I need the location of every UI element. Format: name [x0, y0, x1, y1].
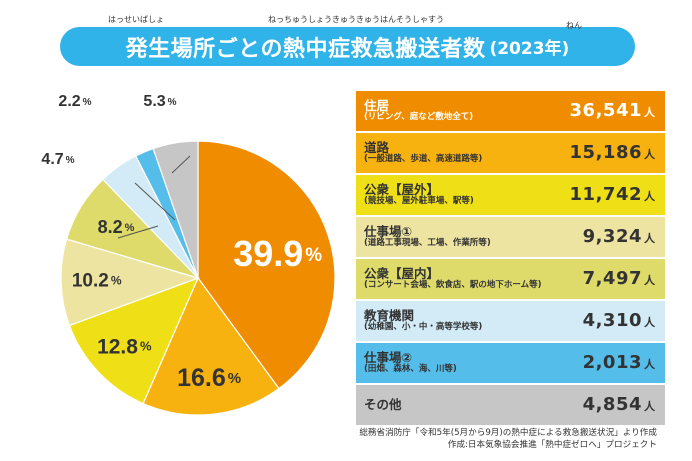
row-unit: 人 [644, 316, 655, 330]
row-name: 道路 [364, 139, 390, 155]
row-value: 2,013 [582, 352, 642, 374]
pie-slice [197, 140, 336, 390]
row-subtitle: (競技場、屋外駐車場、駅等) [364, 196, 474, 207]
row-subtitle: (幼稚園、小・中・高等学校等) [364, 322, 483, 333]
source-line-1: 総務省消防庁「令和5年(5月から9月)の熱中症による救急搬送状況」より作成 [359, 428, 657, 438]
row-label-group: 公衆【屋外】 (競技場、屋外駐車場、駅等) [364, 181, 474, 207]
row-unit: 人 [644, 400, 655, 414]
row-unit: 人 [644, 106, 655, 120]
pie-data-label: 39.9% [233, 232, 322, 273]
row-label-group: その他 [364, 396, 402, 412]
source-note: 総務省消防庁「令和5年(5月から9月)の熱中症による救急搬送状況」より作成 作成… [359, 427, 657, 452]
row-subtitle: (田畑、森林、海、川等) [364, 364, 457, 375]
leader-line [134, 182, 176, 221]
row-value: 4,854 [582, 394, 642, 416]
row-value: 36,541 [569, 100, 642, 122]
table-row: 住居 (リビング、庭など敷地全て) 36,541 人 [356, 91, 665, 131]
pie-data-label: 10.2% [72, 270, 122, 291]
row-value: 11,742 [569, 184, 642, 206]
table-row: 教育機関 (幼稚園、小・中・高等学校等) 4,310 人 [356, 301, 665, 341]
row-value-group: 9,324 人 [583, 226, 655, 247]
row-label-group: 道路 (一般道路、歩道、高速道路等) [364, 139, 483, 165]
pie-slice [152, 140, 199, 279]
table-row: 道路 (一般道路、歩道、高速道路等) 15,186 人 [356, 133, 665, 173]
table-row: 仕事場② (田畑、森林、海、川等) 2,013 人 [356, 343, 665, 383]
row-subtitle: (コンサート会場、飲食店、駅の地下ホーム等) [364, 280, 542, 291]
pie-slice [142, 276, 280, 416]
table-row: 公衆【屋外】 (競技場、屋外駐車場、駅等) 11,742 人 [356, 175, 665, 215]
data-table: 住居 (リビング、庭など敷地全て) 36,541 人道路 (一般道路、歩道、高速道路等)… [356, 91, 665, 427]
row-name: 公衆【屋外】 [364, 181, 440, 197]
row-value: 4,310 [582, 310, 642, 332]
ruby-title-1: はっせいばしょ [108, 15, 164, 24]
source-line-2: 作成:日本気象協会推進「熱中症ゼロへ」プロジェクト [447, 440, 657, 451]
row-name: 仕事場② [364, 349, 413, 365]
table-row: 公衆【屋内】 (コンサート会場、飲食店、駅の地下ホーム等) 7,497 人 [356, 259, 665, 299]
row-name: 教育機関 [364, 307, 415, 323]
row-value: 15,186 [569, 142, 642, 164]
row-value: 9,324 [582, 226, 642, 248]
row-label-group: 仕事場① (道路工事現場、工場、作業所等) [364, 223, 491, 249]
pie-slice [60, 238, 200, 327]
row-unit: 人 [644, 358, 655, 372]
pie-slice [68, 276, 200, 405]
row-subtitle: (リビング、庭など敷地全て) [364, 112, 474, 123]
row-name: 仕事場① [364, 223, 413, 239]
row-name: その他 [364, 396, 402, 412]
page-title: 発生場所ごとの熱中症救急搬送者数 [125, 36, 486, 62]
ruby-title-2: ねっちゅうしょうきゅうきゅうはんそうしゃすう [268, 15, 444, 24]
row-value-group: 2,013 人 [583, 352, 655, 373]
pie-chart: 39.9 % 16.6 % 12.8 % 10.2 % 8.2 % 4.7 % 2.2% 5.3% [41, 93, 336, 416]
ruby-year: ねん [566, 21, 582, 30]
pie-data-label: 16.6% [177, 363, 241, 391]
row-label-group: 仕事場② (田畑、森林、海、川等) [364, 349, 457, 375]
row-name: 公衆【屋内】 [364, 265, 440, 281]
pie-data-label: 5.3% [143, 93, 176, 110]
row-value-group: 15,186 人 [570, 142, 655, 163]
row-value-group: 36,541 人 [570, 100, 655, 121]
pie-data-label: 8.2% [98, 217, 135, 237]
row-label-group: 住居 (リビング、庭など敷地全て) [364, 97, 474, 123]
row-value-group: 7,497 人 [583, 268, 655, 289]
leader-line [171, 155, 191, 174]
row-subtitle: (一般道路、歩道、高速道路等) [364, 154, 483, 165]
row-value-group: 4,854 人 [583, 394, 655, 415]
pie-data-label: 4.7% [41, 151, 74, 168]
row-label-group: 教育機関 (幼稚園、小・中・高等学校等) [364, 307, 483, 333]
row-value-group: 11,742 人 [570, 184, 655, 205]
table-row: 仕事場① (道路工事現場、工場、作業所等) 9,324 人 [356, 217, 665, 257]
row-label-group: 公衆【屋内】 (コンサート会場、飲食店、駅の地下ホーム等) [364, 265, 542, 291]
leader-line [117, 225, 159, 239]
row-name: 住居 [364, 97, 390, 113]
table-row: その他 4,854 人 [356, 385, 665, 425]
pie-data-label: 12.8% [97, 335, 152, 358]
title-banner: 発生場所ごとの熱中症救急搬送者数 (2023年) [60, 27, 635, 66]
row-value: 7,497 [582, 268, 642, 290]
row-unit: 人 [644, 148, 655, 162]
row-subtitle: (道路工事現場、工場、作業所等) [364, 238, 491, 249]
row-unit: 人 [644, 232, 655, 246]
pie-data-label: 2.2% [58, 93, 91, 110]
row-unit: 人 [644, 190, 655, 204]
title-year: (2023年) [489, 39, 570, 59]
row-value-group: 4,310 人 [583, 310, 655, 331]
row-unit: 人 [644, 274, 655, 288]
